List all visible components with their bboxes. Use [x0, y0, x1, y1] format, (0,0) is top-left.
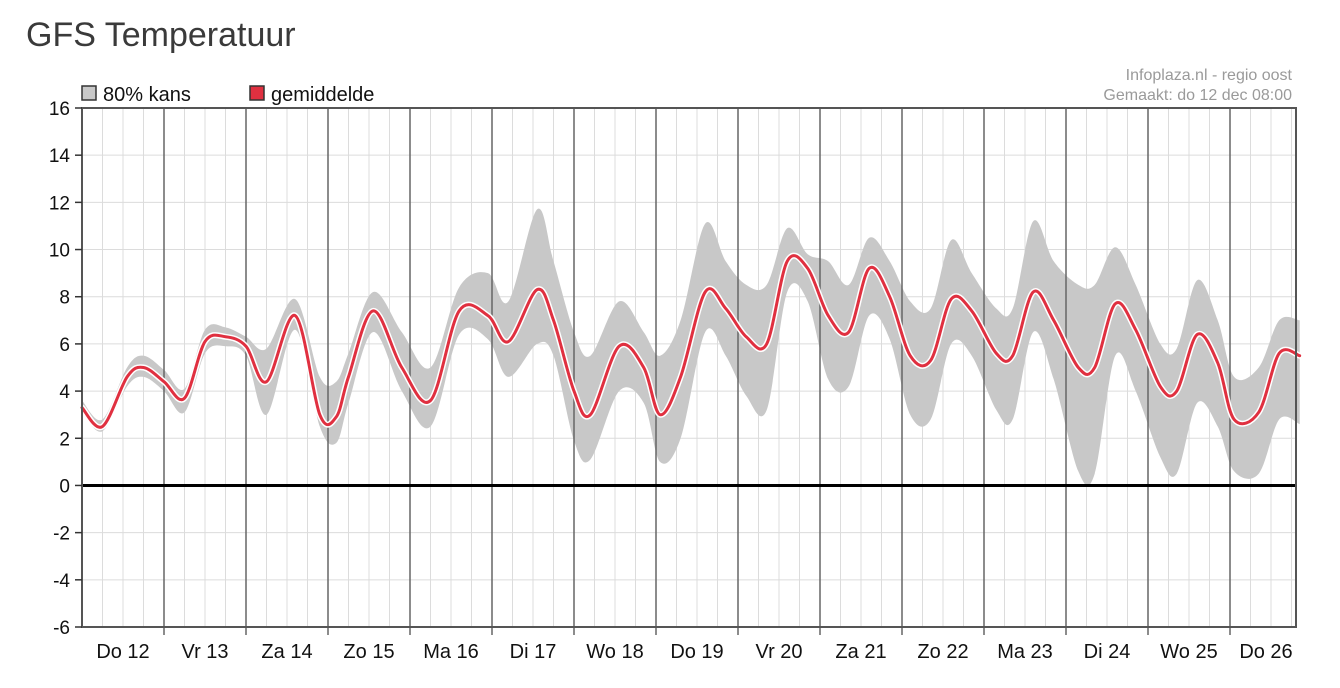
x-tick-label: Wo 18: [586, 641, 643, 663]
x-tick-label: Do 12: [96, 641, 149, 663]
y-tick-label: 8: [59, 288, 70, 309]
plot-frame: [81, 107, 1297, 628]
x-tick-label: Vr 13: [181, 641, 228, 663]
x-tick-label: Zo 22: [917, 641, 968, 663]
x-tick-label: Vr 20: [755, 641, 802, 663]
x-tick-label: Za 21: [835, 641, 886, 663]
minor-gridlines: [82, 107, 1296, 628]
x-tick-label: Ma 16: [423, 641, 479, 663]
x-axis: Do 12 Vr 13 Za 14 Zo 15 Ma 16 Di 17 Wo 18 Do 19…: [96, 641, 1292, 663]
legend: 80% kans gemiddelde: [81, 84, 374, 106]
x-tick-label: Di 24: [1084, 641, 1131, 663]
y-tick-label: 12: [49, 193, 70, 214]
x-tick-label: Wo 25: [1160, 641, 1217, 663]
legend-swatch-band: [81, 85, 97, 101]
x-tick-label: Zo 15: [343, 641, 394, 663]
y-tick-label: -4: [53, 571, 70, 592]
source-line-2: Gemaakt: do 12 dec 08:00: [1103, 87, 1292, 104]
x-tick-label: Ma 23: [997, 641, 1053, 663]
legend-swatch-mean: [249, 85, 265, 101]
y-axis: -6 -4 -2 0 2 4 6 8 10 12 14 16: [49, 99, 82, 639]
source-line-1: Infoplaza.nl - regio oost: [1126, 67, 1293, 84]
x-tick-label: Do 19: [670, 641, 723, 663]
y-tick-label: 0: [59, 476, 70, 497]
y-tick-label: 16: [49, 99, 70, 120]
x-tick-label: Di 17: [510, 641, 557, 663]
legend-label-mean: gemiddelde: [271, 84, 374, 106]
y-tick-label: 10: [49, 241, 70, 262]
page-title: GFS Temperatuur: [26, 16, 296, 54]
y-tick-label: 4: [59, 382, 70, 403]
y-tick-label: -6: [53, 618, 70, 639]
major-gridlines: [163, 108, 1231, 635]
legend-label-band: 80% kans: [103, 84, 191, 106]
y-tick-label: 6: [59, 335, 70, 356]
y-tick-label: -2: [53, 524, 70, 545]
y-tick-label: 2: [59, 429, 70, 450]
mean-line: [80, 254, 1302, 429]
y-tick-label: 14: [49, 146, 71, 167]
x-tick-label: Za 14: [261, 641, 312, 663]
x-tick-label: Do 26: [1239, 641, 1292, 663]
